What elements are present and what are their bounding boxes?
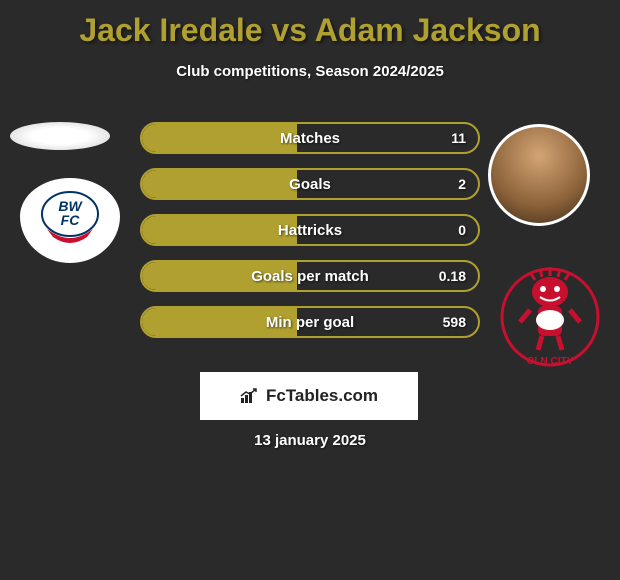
player2-name: Adam Jackson — [315, 12, 541, 48]
stat-value: 0.18 — [439, 262, 466, 290]
comparison-title: Jack Iredale vs Adam Jackson — [0, 0, 620, 49]
stat-label: Matches — [142, 124, 478, 152]
stat-row-min-per-goal: Min per goal 598 — [140, 306, 480, 338]
stat-row-hattricks: Hattricks 0 — [140, 214, 480, 246]
player1-name: Jack Iredale — [79, 12, 262, 48]
stat-label: Goals — [142, 170, 478, 198]
subtitle: Club competitions, Season 2024/2025 — [0, 63, 620, 80]
stat-value: 0 — [458, 216, 466, 244]
stat-label: Goals per match — [142, 262, 478, 290]
attribution-badge: FcTables.com — [200, 372, 418, 420]
date-text: 13 january 2025 — [0, 432, 620, 449]
stat-value: 11 — [451, 124, 466, 152]
player2-club-logo: OLN CITY — [500, 262, 600, 372]
stat-row-goals-per-match: Goals per match 0.18 — [140, 260, 480, 292]
club-logo-text: BW FC — [35, 189, 105, 252]
stat-label: Hattricks — [142, 216, 478, 244]
stat-label: Min per goal — [142, 308, 478, 336]
svg-text:OLN CITY: OLN CITY — [527, 356, 574, 367]
stat-row-matches: Matches 11 — [140, 122, 480, 154]
attribution-text: FcTables.com — [266, 386, 378, 406]
player1-avatar — [10, 122, 110, 150]
svg-text:FC: FC — [61, 212, 81, 228]
player2-avatar — [488, 124, 590, 226]
stat-value: 2 — [458, 170, 466, 198]
stats-container: Matches 11 Goals 2 Hattricks 0 Goals per… — [140, 122, 480, 352]
player1-club-logo: BW FC — [20, 178, 120, 263]
stat-value: 598 — [443, 308, 466, 336]
stat-row-goals: Goals 2 — [140, 168, 480, 200]
vs-text: vs — [271, 12, 307, 48]
chart-icon — [240, 388, 260, 404]
